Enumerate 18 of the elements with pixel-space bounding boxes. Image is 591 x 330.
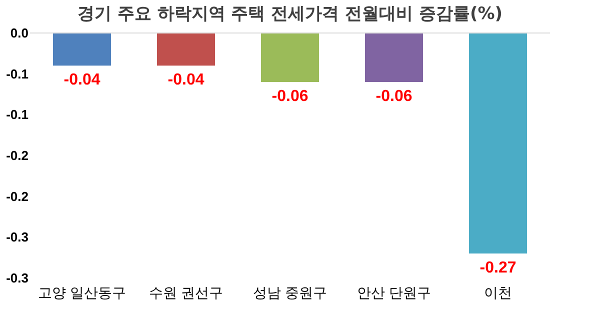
x-tick-label: 성남 중원구 xyxy=(252,286,328,302)
data-label: -0.06 xyxy=(376,88,412,105)
data-label: -0.04 xyxy=(168,72,204,89)
data-label: -0.27 xyxy=(480,260,516,276)
y-tick-label: -0.1 xyxy=(6,66,28,82)
y-tick-label: -0.2 xyxy=(6,148,28,163)
y-tick-label: -0.1 xyxy=(6,107,28,122)
y-tick-label: -0.3 xyxy=(6,270,28,286)
y-tick-label: -0.3 xyxy=(6,230,28,245)
x-tick-label: 고양 일산동구 xyxy=(38,286,126,302)
x-tick-label: 안산 단원구 xyxy=(356,286,432,302)
x-tick-label: 이천 xyxy=(484,286,512,302)
y-tick-label: 0.0 xyxy=(10,26,28,40)
chart-title: 경기 주요 하락지역 주택 전세가격 전월대비 증감률(%) xyxy=(77,4,503,24)
data-label: -0.06 xyxy=(272,88,308,105)
x-tick-label: 수원 권선구 xyxy=(148,286,224,302)
y-tick-label: -0.2 xyxy=(6,188,28,204)
data-label: -0.04 xyxy=(64,72,100,89)
